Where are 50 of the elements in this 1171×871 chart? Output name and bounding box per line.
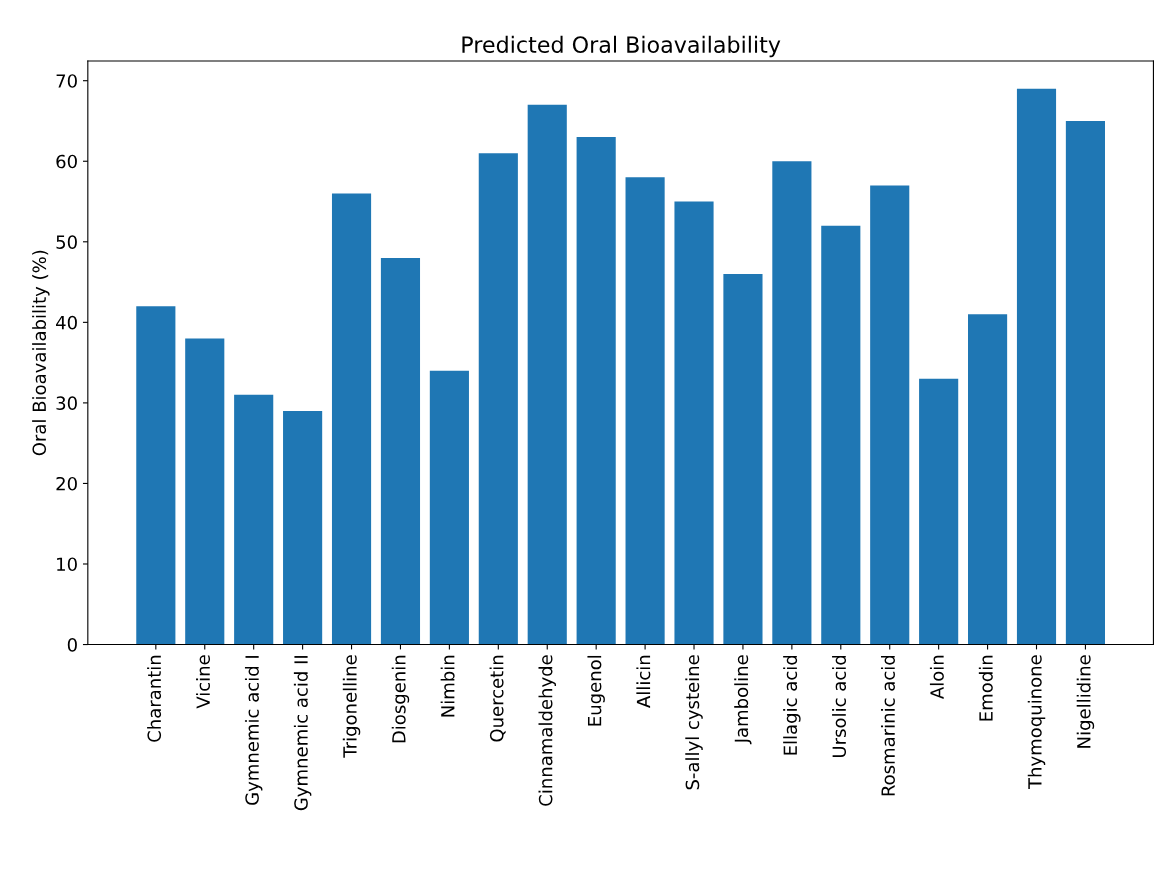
bar: [136, 306, 176, 645]
bar: [429, 370, 469, 645]
bar: [870, 185, 910, 645]
x-tick-label: Aloin: [929, 655, 944, 699]
bar: [380, 257, 421, 645]
bar: [723, 274, 763, 645]
x-tick-label: Trigonelline: [342, 655, 361, 758]
x-tick-label: Gymnemic acid II: [293, 656, 312, 811]
bar: [478, 153, 518, 645]
bar: [1065, 120, 1105, 645]
bar: [1016, 88, 1057, 645]
y-tick-label: 60: [56, 154, 77, 169]
chart-title: Predicted Oral Bioavailability: [462, 35, 781, 58]
y-tick-label: 30: [56, 396, 77, 411]
x-tick-label: Quercetin: [489, 655, 506, 742]
y-tick-label: 10: [57, 557, 77, 572]
bar: [674, 201, 714, 645]
x-tick-label: S-allyl cysteine: [685, 655, 703, 790]
bar: [283, 410, 323, 645]
x-tick-label: Jamboline: [734, 655, 752, 745]
x-tick-label: Vicine: [196, 655, 210, 709]
x-tick-label: Rosmarinic acid: [880, 655, 895, 796]
x-tick-label: Eugenol: [587, 655, 605, 726]
bar: [821, 225, 861, 645]
x-tick-label: Allicin: [636, 655, 651, 708]
x-tick-label: Diosgenin: [391, 655, 410, 743]
bar: [625, 177, 665, 645]
x-tick-label: Ursolic acid: [832, 655, 847, 757]
y-tick-label: 50: [56, 235, 77, 249]
x-tick-label: Nigellidine: [1076, 655, 1095, 748]
bar: [576, 137, 616, 645]
x-tick-label: Charantin: [147, 655, 162, 742]
bar: [919, 378, 959, 645]
bar: [331, 193, 372, 645]
x-tick-label: Nimbin: [440, 655, 455, 717]
y-tick-label: 20: [56, 476, 77, 491]
y-tick-label: 40: [56, 315, 77, 330]
bar: [527, 104, 567, 645]
y-tick-label: 0: [67, 638, 77, 652]
x-tick-label: Thymoquinone: [1027, 655, 1046, 790]
bar: [968, 314, 1008, 645]
x-tick-label: Cinnamaldehyde: [538, 655, 556, 806]
y-axis-title: Oral Bioavailability (%): [32, 250, 50, 456]
bar: [772, 161, 812, 645]
x-tick-label: Emodin: [978, 655, 993, 721]
bar: [234, 394, 274, 645]
x-tick-label: Gymnemic acid I: [244, 656, 263, 805]
x-tick-label: Ellagic acid: [783, 655, 801, 755]
y-tick-label: 70: [56, 74, 77, 88]
bar: [185, 338, 225, 645]
